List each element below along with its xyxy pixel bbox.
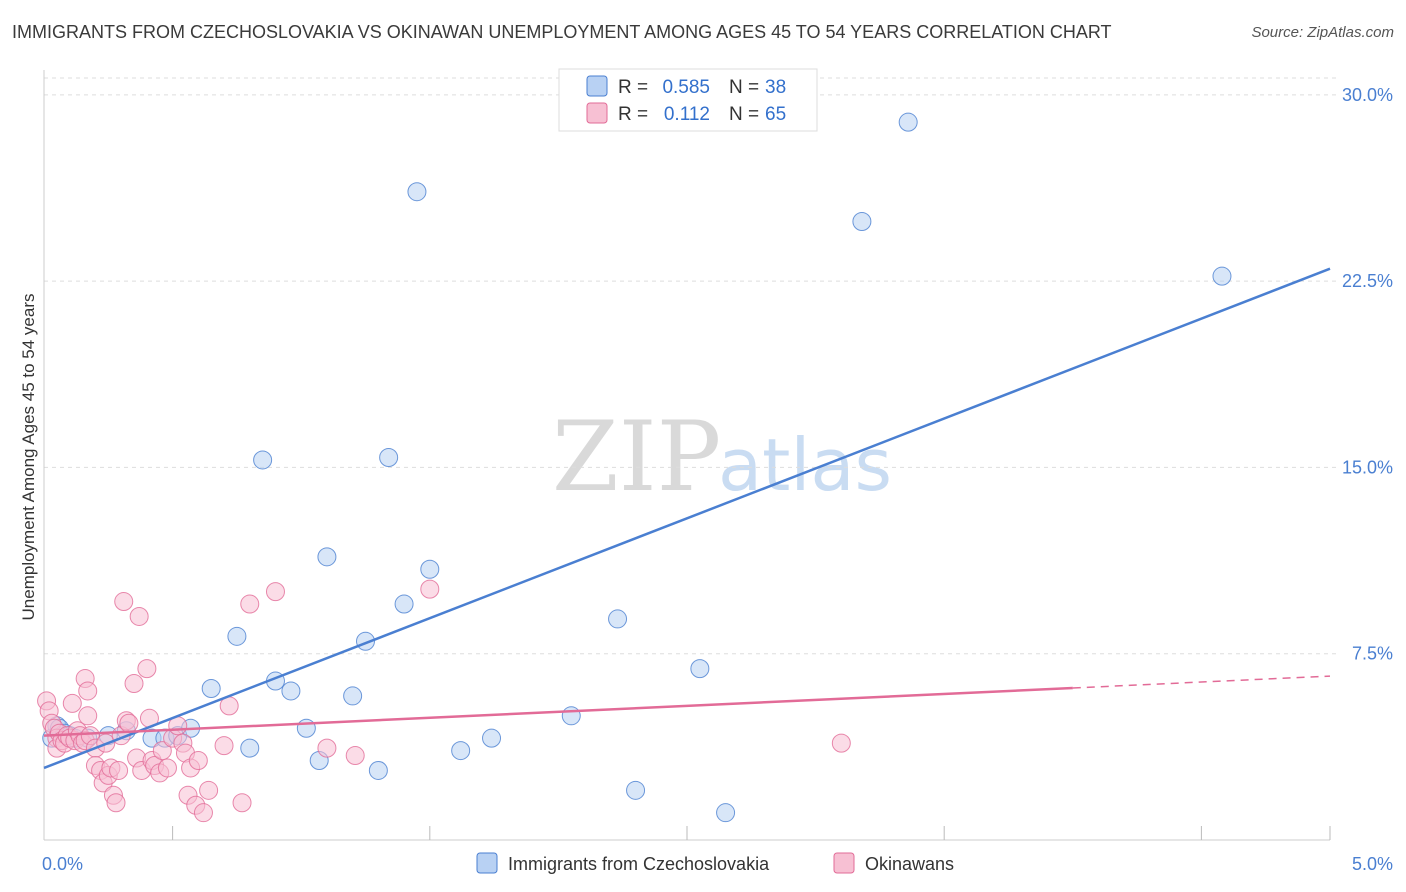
bottom-legend-swatch-blue <box>476 852 498 874</box>
legend-n-label-2: N = <box>729 104 759 125</box>
legend-r-value-1: 0.585 <box>662 77 710 98</box>
x-tick-label-0: 0.0% <box>42 854 83 874</box>
czechoslovakia-point-15 <box>240 738 260 758</box>
czechoslovakia-point-24 <box>368 760 388 780</box>
okinawans-point-45 <box>157 758 177 778</box>
legend-r-label-2: R = <box>618 104 648 125</box>
okinawans-point-34 <box>119 713 139 733</box>
chart-title: IMMIGRANTS FROM CZECHOSLOVAKIA VS OKINAW… <box>12 22 1112 42</box>
czechoslovakia-point-16 <box>253 450 273 470</box>
okinawans-point-60 <box>265 582 285 602</box>
legend-r-value-2: 0.112 <box>664 104 710 125</box>
okinawans-point-61 <box>317 738 337 758</box>
czechoslovakia-point-22 <box>343 686 363 706</box>
trend-line-okinawans <box>43 686 1073 737</box>
okinawans-point-30 <box>109 760 129 780</box>
series-okinawans-points <box>37 579 851 823</box>
okinawans-point-55 <box>199 780 219 800</box>
legend-swatch-pink <box>586 102 608 124</box>
czechoslovakia-point-38 <box>1212 266 1232 286</box>
bottom-legend-swatch-pink <box>833 852 855 874</box>
legend-r-label-1: R = <box>618 77 648 98</box>
okinawans-point-53 <box>188 751 208 771</box>
czechoslovakia-point-14 <box>227 626 247 646</box>
czechoslovakia-point-32 <box>608 609 628 629</box>
okinawans-point-54 <box>193 803 213 823</box>
okinawans-point-59 <box>240 594 260 614</box>
czechoslovakia-point-33 <box>626 780 646 800</box>
bottom-legend-label-pink: Okinawans <box>865 854 954 874</box>
okinawans-point-44 <box>152 741 172 761</box>
czechoslovakia-point-37 <box>898 112 918 132</box>
x-tick-label-1: 5.0% <box>1352 854 1393 874</box>
x-tick-labels: 0.0% 5.0% <box>42 854 1393 874</box>
okinawans-point-29 <box>106 793 126 813</box>
trend-lines <box>43 267 1331 770</box>
okinawans-point-18 <box>78 681 98 701</box>
y-tick-label-0: 7.5% <box>1352 644 1393 664</box>
czechoslovakia-point-27 <box>407 182 427 202</box>
y-tick-label-2: 22.5% <box>1342 271 1393 291</box>
watermark-zip: ZIP <box>552 401 721 513</box>
watermark: ZIP atlas <box>552 401 892 513</box>
bottom-legend: Immigrants from Czechoslovakia Okinawans <box>476 852 954 874</box>
okinawans-point-35 <box>124 674 144 694</box>
czechoslovakia-point-31 <box>561 706 581 726</box>
okinawans-point-64 <box>831 733 851 753</box>
czechoslovakia-point-30 <box>482 728 502 748</box>
okinawans-point-62 <box>345 746 365 766</box>
top-legend: R = 0.585 N = 38 R = 0.112 N = 65 <box>558 68 818 132</box>
czechoslovakia-point-34 <box>690 659 710 679</box>
okinawans-point-19 <box>78 706 98 726</box>
czechoslovakia-point-36 <box>852 212 872 232</box>
czechoslovakia-point-25 <box>379 447 399 467</box>
czechoslovakia-point-19 <box>296 718 316 738</box>
source-label: Source: ZipAtlas.com <box>1251 24 1394 41</box>
legend-n-value-1: 38 <box>765 77 786 98</box>
okinawans-point-32 <box>114 592 134 612</box>
okinawans-point-58 <box>232 793 252 813</box>
czechoslovakia-point-13 <box>201 678 221 698</box>
czechoslovakia-point-26 <box>394 594 414 614</box>
okinawans-point-37 <box>129 606 149 626</box>
legend-n-value-2: 65 <box>765 104 786 125</box>
y-axis-label: Unemployment Among Ages 45 to 54 years <box>19 294 38 621</box>
czechoslovakia-point-21 <box>317 547 337 567</box>
czechoslovakia-point-35 <box>716 803 736 823</box>
czechoslovakia-point-28 <box>420 559 440 579</box>
czechoslovakia-point-18 <box>281 681 301 701</box>
bottom-legend-label-blue: Immigrants from Czechoslovakia <box>508 854 770 874</box>
trend-line-czechoslovakia <box>43 267 1331 770</box>
legend-n-label-1: N = <box>729 77 759 98</box>
gridlines <box>44 77 1338 655</box>
trend-line-okinawans-extension <box>1072 675 1331 689</box>
okinawans-point-39 <box>137 659 157 679</box>
y-tick-label-3: 30.0% <box>1342 85 1393 105</box>
okinawans-point-11 <box>62 693 82 713</box>
watermark-atlas: atlas <box>718 423 892 507</box>
legend-swatch-blue <box>586 75 608 97</box>
y-tick-labels: 7.5% 15.0% 22.5% 30.0% <box>1342 85 1393 664</box>
y-tick-label-1: 15.0% <box>1342 457 1393 477</box>
okinawans-point-56 <box>214 736 234 756</box>
czechoslovakia-point-29 <box>451 741 471 761</box>
okinawans-point-63 <box>420 579 440 599</box>
